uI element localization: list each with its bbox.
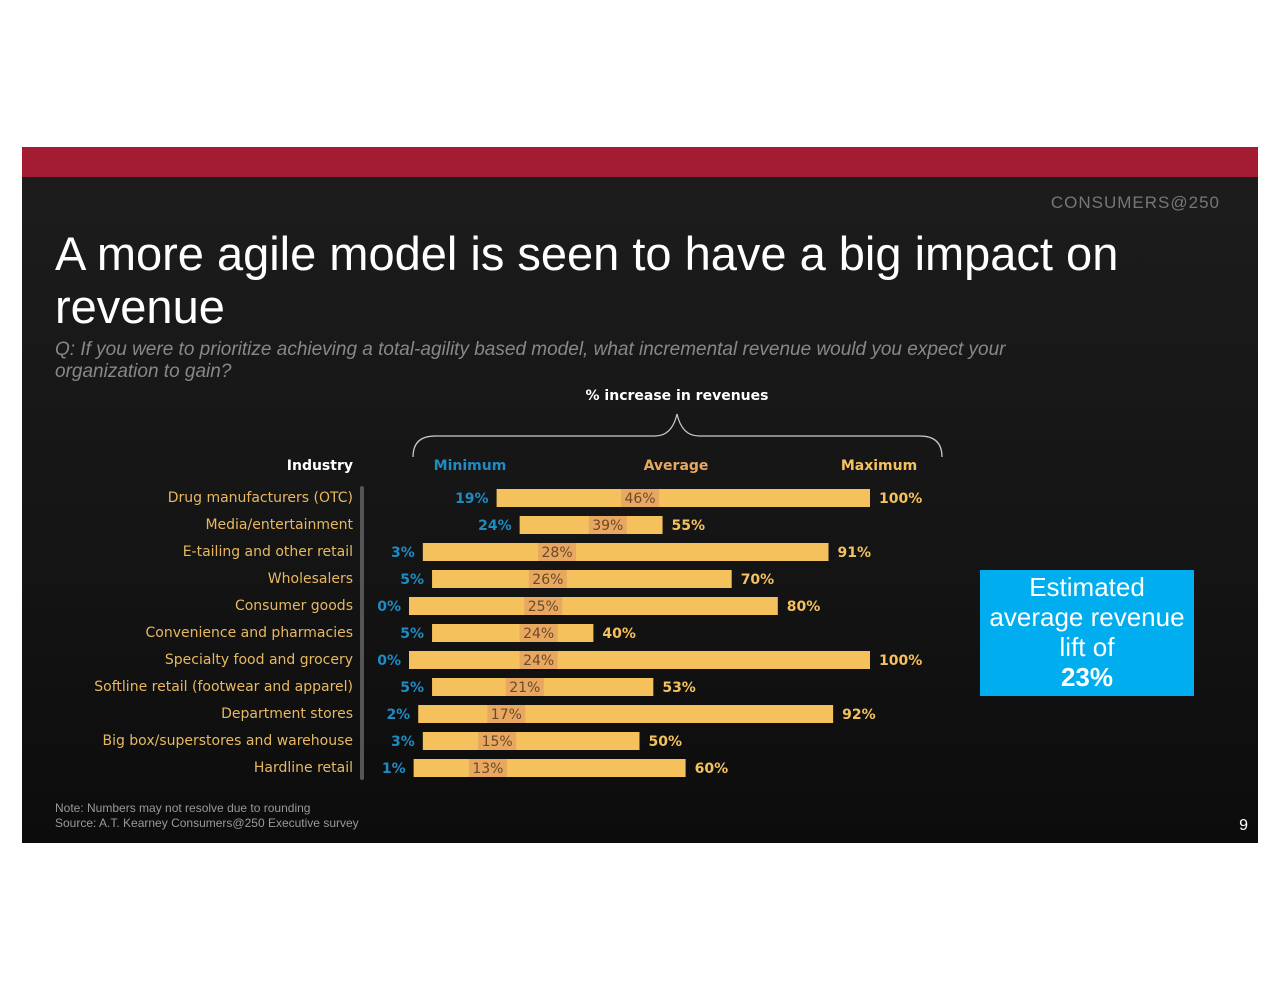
category-label: Specialty food and grocery [165, 652, 353, 668]
category-label: Softline retail (footwear and apparel) [94, 679, 353, 695]
callout: Estimated average revenue lift of 23% [980, 570, 1194, 696]
average-marker [524, 597, 563, 615]
category-label: Consumer goods [235, 598, 353, 614]
minimum-label: 0% [377, 653, 401, 669]
maximum-label: 70% [741, 572, 775, 588]
average-label: 28% [542, 545, 573, 561]
minimum-label: 5% [400, 626, 424, 642]
category-label: Media/entertainment [205, 517, 353, 533]
maximum-label: 91% [838, 545, 872, 561]
range-bar [409, 651, 870, 669]
maximum-label: 53% [662, 680, 696, 696]
maximum-label: 50% [649, 734, 683, 750]
minimum-label: 5% [400, 572, 424, 588]
range-bar [422, 732, 640, 750]
legend-label: Average [644, 458, 709, 474]
maximum-label: 60% [695, 761, 729, 777]
minimum-label: 2% [386, 707, 410, 723]
source: Source: A.T. Kearney Consumers@250 Execu… [55, 816, 359, 830]
maximum-label: 55% [672, 518, 706, 534]
note: Note: Numbers may not resolve due to rou… [55, 801, 311, 815]
category-label: Drug manufacturers (OTC) [168, 490, 353, 506]
category-label: Hardline retail [254, 760, 353, 776]
maximum-label: 92% [842, 707, 876, 723]
average-marker [519, 624, 558, 642]
average-marker [505, 678, 544, 696]
range-bar [409, 597, 778, 615]
logo: CONSUMERS@250 [1050, 193, 1220, 212]
average-label: 46% [624, 491, 655, 507]
maximum-label: 80% [787, 599, 821, 615]
average-marker [588, 516, 627, 534]
average-label: 13% [472, 761, 503, 777]
range-bar [413, 759, 686, 777]
header-band [22, 147, 1258, 177]
category-label: Department stores [221, 706, 353, 722]
range-bar [418, 705, 834, 723]
chart-title: % increase in revenues [586, 388, 769, 404]
maximum-label: 100% [879, 653, 922, 669]
title: A more agile model is seen to have a big… [55, 227, 1119, 333]
range-bar [422, 543, 829, 561]
callout-text: Estimated average revenue lift of [989, 572, 1185, 662]
question: Q: If you were to prioritize achieving a… [55, 339, 1006, 382]
average-marker [538, 543, 577, 561]
average-marker [519, 651, 558, 669]
legend-label: Maximum [841, 458, 917, 474]
average-marker [468, 759, 507, 777]
minimum-label: 3% [391, 734, 415, 750]
minimum-label: 0% [377, 599, 401, 615]
average-label: 39% [592, 518, 623, 534]
callout-value: 23% [1060, 662, 1114, 692]
average-label: 21% [509, 680, 540, 696]
minimum-label: 19% [455, 491, 489, 507]
minimum-label: 24% [478, 518, 512, 534]
average-marker [478, 732, 517, 750]
average-label: 25% [528, 599, 559, 615]
slide: CONSUMERS@250 A more agile model is seen… [22, 147, 1258, 843]
category-label: E-tailing and other retail [183, 544, 353, 560]
average-label: 15% [482, 734, 513, 750]
average-label: 17% [491, 707, 522, 723]
average-marker [621, 489, 660, 507]
divider [360, 486, 364, 780]
average-label: 26% [532, 572, 563, 588]
average-marker [487, 705, 526, 723]
range-bar [432, 570, 732, 588]
maximum-label: 40% [602, 626, 636, 642]
category-label: Big box/superstores and warehouse [102, 733, 353, 749]
average-label: 24% [523, 653, 554, 669]
category-label: Wholesalers [268, 571, 353, 587]
legend-label: Minimum [434, 458, 507, 474]
average-marker [528, 570, 567, 588]
page-number: 9 [1239, 817, 1248, 834]
category-header: Industry [287, 458, 353, 474]
minimum-label: 3% [391, 545, 415, 561]
minimum-label: 1% [382, 761, 406, 777]
maximum-label: 100% [879, 491, 922, 507]
average-label: 24% [523, 626, 554, 642]
category-label: Convenience and pharmacies [146, 625, 353, 641]
range-bar [432, 624, 594, 642]
brace [412, 413, 943, 458]
minimum-label: 5% [400, 680, 424, 696]
range-bar [496, 489, 870, 507]
